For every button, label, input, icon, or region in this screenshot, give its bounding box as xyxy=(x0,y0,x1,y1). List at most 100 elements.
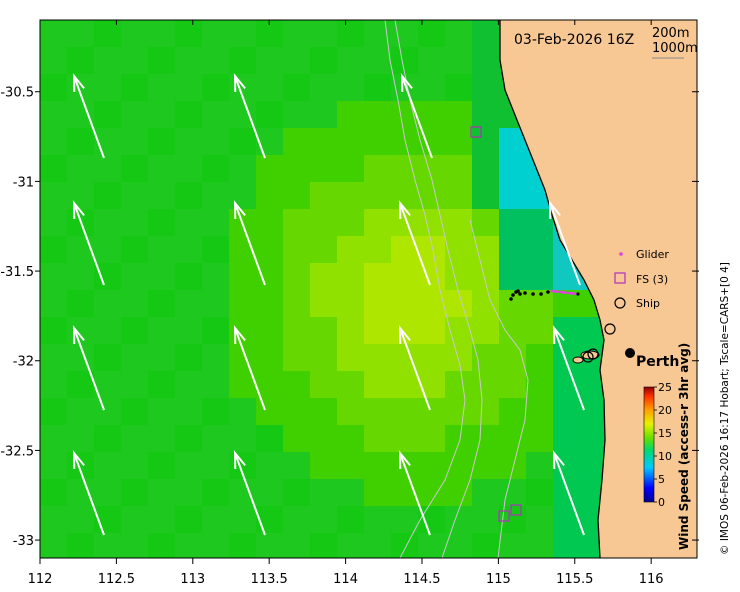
wind-cell xyxy=(121,263,149,291)
wind-cell xyxy=(148,398,176,426)
wind-cell xyxy=(445,101,473,129)
wind-arrow xyxy=(233,450,266,536)
wind-cell xyxy=(472,20,500,48)
wind-cell xyxy=(121,425,149,453)
wind-cell xyxy=(445,317,473,345)
glider-point xyxy=(516,289,520,293)
wind-cell xyxy=(472,425,500,453)
wind-cell xyxy=(364,290,392,318)
wind-cell xyxy=(67,20,95,48)
wind-cell xyxy=(553,479,581,507)
colorbar-gradient xyxy=(643,386,655,503)
wind-cell xyxy=(526,371,554,399)
wind-cell xyxy=(553,398,581,426)
wind-cell xyxy=(364,20,392,48)
wind-cell xyxy=(310,452,338,480)
wind-cell xyxy=(40,317,68,345)
wind-cell xyxy=(310,371,338,399)
legend-fs-symbol xyxy=(614,272,626,284)
wind-cell xyxy=(445,155,473,183)
wind-cell xyxy=(40,128,68,156)
wind-cell xyxy=(418,101,446,129)
wind-cell xyxy=(526,425,554,453)
wind-cell xyxy=(256,182,284,210)
wind-cell xyxy=(175,290,203,318)
wind-cell xyxy=(283,209,311,237)
wind-cell xyxy=(364,263,392,291)
wind-cell xyxy=(121,506,149,534)
city-label: Perth xyxy=(636,354,679,370)
legend-glider-label: Glider xyxy=(636,248,669,261)
wind-cell xyxy=(94,452,122,480)
wind-cell xyxy=(40,74,68,102)
wind-cell xyxy=(256,425,284,453)
wind-cell xyxy=(364,344,392,372)
wind-cell xyxy=(310,290,338,318)
wind-cell xyxy=(283,452,311,480)
glider-point xyxy=(571,292,575,295)
wind-cell xyxy=(553,425,581,453)
wind-cell xyxy=(148,290,176,318)
wind-cell xyxy=(229,398,257,426)
wind-cell xyxy=(418,506,446,534)
glider-point xyxy=(561,290,564,294)
wind-cell xyxy=(229,155,257,183)
wind-cell xyxy=(337,506,365,534)
wind-cell xyxy=(337,290,365,318)
wind-cell xyxy=(337,74,365,102)
rottnest-islands xyxy=(572,350,600,364)
y-axis: -30.5 -31 -31.5 -32 -32.5 -33 xyxy=(0,86,699,549)
wind-cell xyxy=(391,371,419,399)
wind-cell xyxy=(175,128,203,156)
wind-cell xyxy=(94,101,122,129)
wind-cell xyxy=(175,452,203,480)
wind-cell xyxy=(148,47,176,75)
glider-point xyxy=(509,297,513,301)
wind-cell xyxy=(202,182,230,210)
wind-cell xyxy=(148,506,176,534)
wind-cell xyxy=(256,398,284,426)
wind-cell xyxy=(121,344,149,372)
wind-cell xyxy=(175,182,203,210)
wind-cell xyxy=(121,155,149,183)
wind-cell xyxy=(256,20,284,48)
wind-cell xyxy=(337,263,365,291)
wind-cell xyxy=(337,101,365,129)
legend-ship-label: Ship xyxy=(636,297,660,310)
wind-cell xyxy=(94,182,122,210)
wind-cell xyxy=(175,479,203,507)
fs-marker xyxy=(470,126,482,138)
wind-cell xyxy=(418,533,446,558)
wind-cell xyxy=(175,47,203,75)
wind-cell xyxy=(499,155,527,183)
x-tick-label: 116 xyxy=(639,572,664,587)
wind-cell xyxy=(94,344,122,372)
wind-cell xyxy=(472,47,500,75)
wind-cell xyxy=(391,263,419,291)
wind-cell xyxy=(94,317,122,345)
wind-cell xyxy=(310,344,338,372)
wind-cell xyxy=(526,236,554,264)
wind-cell xyxy=(94,20,122,48)
wind-cell xyxy=(229,182,257,210)
colorbar-title: Wind Speed (access-r 3hr avg) xyxy=(677,343,691,550)
wind-cell xyxy=(148,236,176,264)
wind-cell xyxy=(418,47,446,75)
wind-cell xyxy=(472,452,500,480)
wind-cell xyxy=(310,533,338,558)
wind-cell xyxy=(202,479,230,507)
wind-cell xyxy=(391,182,419,210)
wind-cell xyxy=(202,344,230,372)
coastline xyxy=(499,20,606,558)
wind-cell xyxy=(94,398,122,426)
y-tick-label: -33 xyxy=(13,534,34,549)
wind-cell xyxy=(472,479,500,507)
wind-cell xyxy=(40,452,68,480)
colorbar-tick-label: 15 xyxy=(658,427,672,440)
wind-cell xyxy=(364,236,392,264)
wind-cell xyxy=(175,317,203,345)
wind-cell xyxy=(310,209,338,237)
wind-cell xyxy=(202,317,230,345)
wind-cell xyxy=(148,209,176,237)
wind-cell xyxy=(445,263,473,291)
